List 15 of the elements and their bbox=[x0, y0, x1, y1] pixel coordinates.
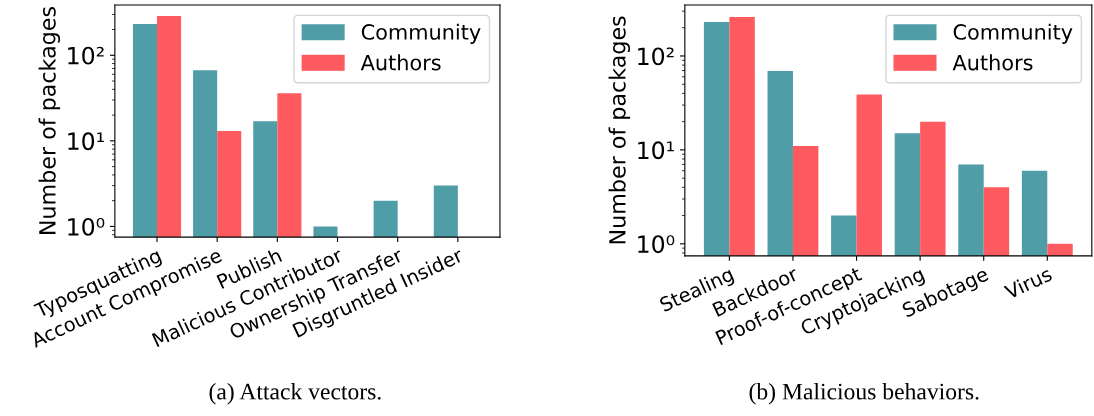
y-tick-label: 10⁰ bbox=[68, 217, 105, 236]
legend-label: Authors bbox=[952, 54, 1033, 71]
text: (b) Malicious behaviors. bbox=[749, 382, 979, 405]
y-axis-title: Number of packages bbox=[608, 16, 631, 244]
legend-label: Authors bbox=[360, 54, 441, 71]
y-axis-title: Number of packages bbox=[38, 7, 61, 234]
legend-label: Community bbox=[953, 23, 1073, 44]
y-tick-label: 10⁰ bbox=[638, 235, 675, 254]
y-tick-label: 10² bbox=[68, 46, 104, 65]
y-tick-label: 10¹ bbox=[638, 141, 674, 160]
text: (a) Attack vectors. bbox=[209, 382, 381, 405]
y-tick-label: 10¹ bbox=[68, 132, 104, 151]
y-tick-label: 10² bbox=[638, 47, 674, 66]
x-tick-label: Virus bbox=[1003, 265, 1053, 300]
legend-label: Community bbox=[361, 23, 481, 44]
